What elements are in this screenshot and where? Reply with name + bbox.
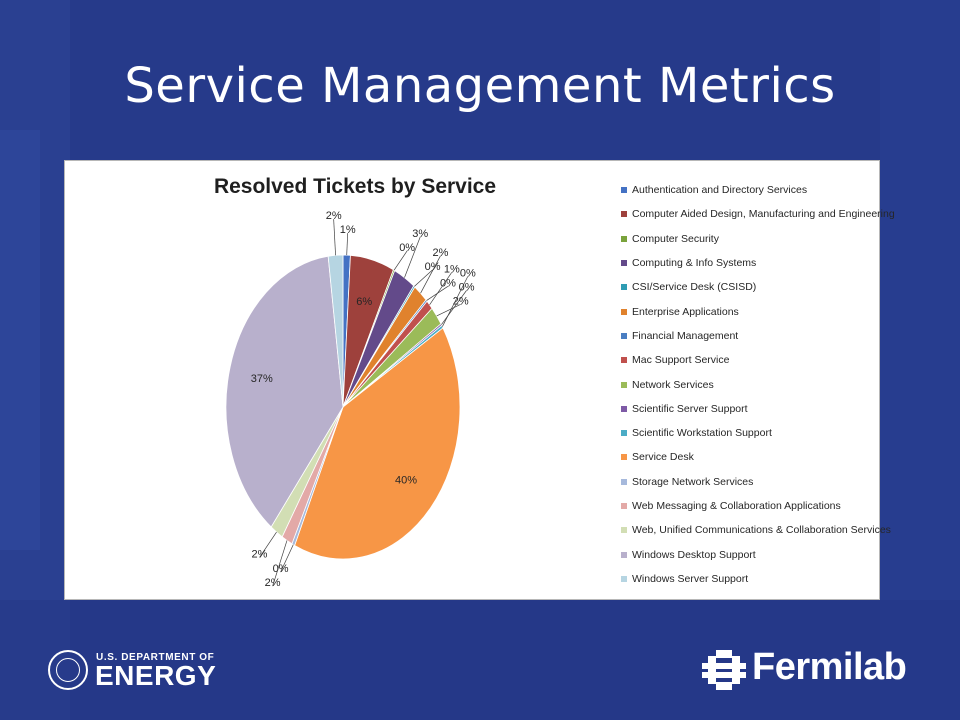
legend-swatch — [621, 454, 627, 461]
legend-swatch — [621, 503, 627, 509]
pie-slice — [225, 255, 344, 528]
legend-swatch — [621, 308, 627, 315]
pie-slice — [294, 327, 461, 560]
leader-line — [429, 272, 453, 305]
legend-label: Network Services — [632, 378, 714, 391]
leader-line — [346, 233, 349, 256]
leader-line — [259, 531, 277, 558]
leader-line — [442, 276, 469, 327]
legend-item: Computing & Info Systems — [621, 251, 881, 275]
legend-swatch — [621, 381, 627, 388]
legend-swatch — [621, 187, 627, 194]
slice-label: 6% — [356, 296, 372, 308]
slice-label: 0% — [440, 277, 456, 289]
slice-label: 0% — [399, 242, 415, 254]
fermilab-logo: Fermilab — [702, 646, 932, 694]
legend-label: Computing & Info Systems — [632, 257, 757, 270]
legend-swatch — [621, 284, 627, 291]
legend-swatch — [621, 260, 627, 267]
legend-label: Computer Security — [632, 232, 719, 245]
legend-item: Scientific Server Support — [621, 397, 881, 421]
leader-line — [436, 304, 461, 317]
legend-item: Web Messaging & Collaboration Applicatio… — [621, 494, 881, 518]
fermilab-wordmark: Fermilab — [752, 646, 907, 688]
slice-label: 40% — [395, 475, 417, 487]
legend-swatch — [621, 405, 627, 412]
leader-line — [441, 290, 467, 325]
legend-swatch — [621, 575, 627, 582]
legend-item: Windows Server Support — [621, 567, 881, 591]
slice-label: 1% — [340, 224, 356, 236]
legend-label: Financial Management — [632, 329, 739, 342]
legend-swatch — [621, 527, 627, 534]
legend-item: Web, Unified Communications & Collaborat… — [621, 518, 891, 542]
legend-label: Scientific Server Support — [632, 402, 748, 415]
slice-label: 2% — [433, 247, 449, 259]
doe-line2: ENERGY — [95, 660, 217, 691]
slice-label: 0% — [460, 267, 476, 279]
legend-item: Scientific Workstation Support — [621, 421, 881, 445]
leader-line — [414, 269, 433, 287]
legend-label: Computer Aided Design, Manufacturing and… — [632, 208, 895, 221]
legend-item: Service Desk — [621, 445, 881, 469]
chart-legend: Authentication and Directory Services Com… — [621, 178, 895, 591]
legend-item: Enterprise Applications — [621, 299, 881, 323]
chart-panel: Resolved Tickets by Service 1% 6% 0% 3% 0% 2% 0… — [64, 160, 895, 600]
leader-line — [333, 219, 336, 256]
legend-item: Storage Network Services — [621, 470, 881, 494]
legend-swatch — [621, 430, 627, 437]
legend-label: Scientific Workstation Support — [632, 427, 772, 440]
legend-label: Web, Unified Communications & Collaborat… — [632, 524, 891, 537]
slide-title: Service Management Metrics — [124, 58, 836, 114]
pie-slice — [327, 254, 344, 408]
legend-swatch — [621, 211, 627, 218]
slice-label: 0% — [425, 261, 441, 273]
doe-logo: U.S. DEPARTMENT OF ENERGY — [48, 648, 228, 694]
doe-line1: U.S. DEPARTMENT OF — [96, 652, 215, 663]
legend-item: Network Services — [621, 372, 881, 396]
slice-label: 0% — [273, 563, 289, 575]
slice-label: 3% — [412, 228, 428, 240]
legend-label: Authentication and Directory Services — [632, 184, 808, 197]
legend-item: Windows Desktop Support — [621, 542, 881, 566]
legend-item: Computer Aided Design, Manufacturing and… — [621, 202, 895, 226]
fermilab-mark-icon — [702, 650, 746, 690]
leader-line — [393, 250, 408, 271]
legend-label: Storage Network Services — [632, 475, 754, 488]
leader-line — [420, 255, 441, 294]
legend-label: Windows Server Support — [632, 572, 749, 585]
slice-label: 2% — [326, 210, 342, 222]
legend-item: Financial Management — [621, 324, 881, 348]
chart-title: Resolved Tickets by Service — [214, 175, 496, 198]
legend-label: Windows Desktop Support — [632, 548, 756, 561]
leader-line — [280, 544, 294, 573]
legend-label: Enterprise Applications — [632, 305, 739, 318]
leader-line — [272, 540, 288, 587]
slice-label: 37% — [251, 373, 273, 385]
slice-label: 2% — [265, 577, 281, 589]
leader-line — [404, 236, 421, 278]
legend-swatch — [621, 235, 627, 242]
legend-item: Mac Support Service — [621, 348, 881, 372]
legend-item: Authentication and Directory Services — [621, 178, 881, 202]
doe-seal-icon — [48, 650, 88, 690]
legend-label: CSI/Service Desk (CSISD) — [632, 281, 757, 294]
slice-label: 2% — [252, 548, 268, 560]
legend-item: Computer Security — [621, 227, 881, 251]
legend-swatch — [621, 357, 627, 364]
pie-chart: Resolved Tickets by Service 1% 6% 0% 3% 0% 2% 0… — [214, 175, 496, 589]
legend-swatch — [621, 551, 627, 558]
legend-swatch — [621, 332, 627, 339]
legend-item: CSI/Service Desk (CSISD) — [621, 275, 881, 299]
legend-label: Mac Support Service — [632, 354, 730, 367]
legend-label: Web Messaging & Collaboration Applicatio… — [632, 500, 841, 512]
slice-label: 0% — [459, 281, 475, 293]
legend-swatch — [621, 478, 627, 485]
legend-label: Service Desk — [632, 451, 694, 464]
slice-label: 1% — [444, 263, 460, 275]
